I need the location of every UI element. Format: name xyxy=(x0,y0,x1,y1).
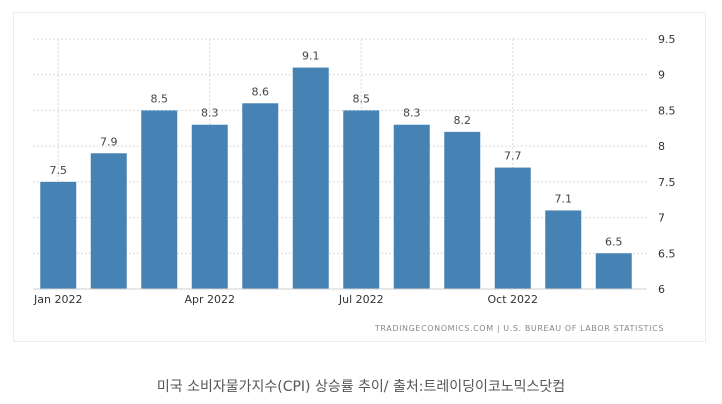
bar-value-label: 7.5 xyxy=(50,164,68,177)
bar-value-label: 8.3 xyxy=(201,107,219,120)
bar-chart: 6 6.5 7 7.5 8 8.5 9 9.5 7.5 7.9 8.5 8.3 8.6 9.1 8.5 8.3… xyxy=(33,33,676,333)
bar-value-label: 7.7 xyxy=(504,150,522,163)
bar-sep-2022 xyxy=(444,131,481,289)
bar-jul-2022 xyxy=(343,110,380,289)
x-tick-label: Apr 2022 xyxy=(184,293,235,306)
y-tick-label: 6 xyxy=(658,283,665,296)
source-credit: TRADINGECONOMICS.COM | U.S. BUREAU OF LA… xyxy=(374,324,664,333)
x-tick-label: Oct 2022 xyxy=(487,293,538,306)
y-tick-label: 7 xyxy=(658,212,665,225)
bar-value-label: 7.1 xyxy=(555,192,573,205)
bar-nov-2022 xyxy=(545,210,582,289)
x-tick-label: Jan 2022 xyxy=(33,293,82,306)
bar-aug-2022 xyxy=(393,124,430,289)
y-tick-label: 8.5 xyxy=(658,104,676,117)
y-tick-label: 6.5 xyxy=(658,247,676,260)
bar-value-label: 9.1 xyxy=(302,50,320,63)
y-tick-label: 9.5 xyxy=(658,33,676,46)
bar-value-label: 8.5 xyxy=(353,92,371,105)
y-tick-label: 7.5 xyxy=(658,176,676,189)
bar-value-label: 7.9 xyxy=(100,135,118,148)
bar-value-label: 8.2 xyxy=(454,114,472,127)
bar-may-2022 xyxy=(242,103,279,290)
bar-feb-2022 xyxy=(90,153,127,289)
x-tick-label: Jul 2022 xyxy=(338,293,384,306)
bar-jun-2022 xyxy=(292,67,329,289)
bar-dec-2022 xyxy=(595,253,632,289)
bar-jan-2022 xyxy=(40,181,77,289)
bar-value-label: 8.5 xyxy=(151,92,169,105)
chart-frame: 6 6.5 7 7.5 8 8.5 9 9.5 7.5 7.9 8.5 8.3 8.6 9.1 8.5 8.3… xyxy=(13,12,706,342)
y-tick-label: 9 xyxy=(658,69,665,82)
y-tick-label: 8 xyxy=(658,140,665,153)
bar-oct-2022 xyxy=(494,167,531,289)
bar-value-label: 8.6 xyxy=(252,85,270,98)
bar-apr-2022 xyxy=(191,124,228,289)
bar-value-label: 6.5 xyxy=(605,235,623,248)
bar-mar-2022 xyxy=(141,110,178,289)
bar-value-label: 8.3 xyxy=(403,107,421,120)
figure-caption: 미국 소비자물가지수(CPI) 상승률 추이/ 출처:트레이딩이코노믹스닷컴 xyxy=(156,379,566,395)
